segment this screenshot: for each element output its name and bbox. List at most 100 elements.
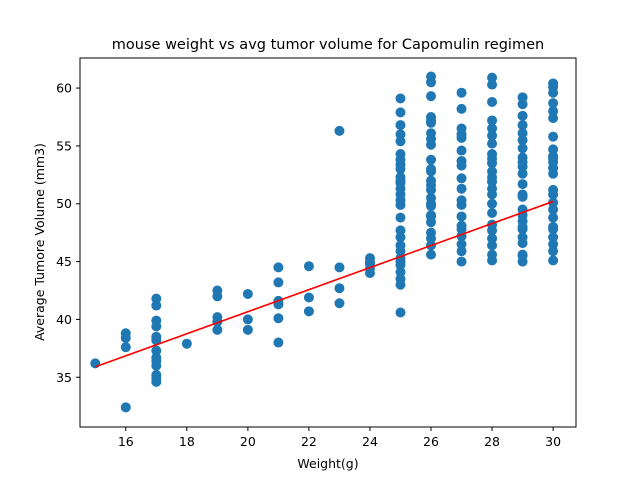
data-point bbox=[303, 306, 314, 317]
data-point bbox=[151, 335, 162, 346]
regression-line bbox=[94, 200, 554, 368]
data-point bbox=[426, 133, 437, 144]
data-point bbox=[487, 130, 498, 141]
data-point bbox=[395, 212, 406, 223]
data-point bbox=[487, 153, 498, 164]
data-point bbox=[426, 154, 437, 165]
data-point bbox=[426, 164, 437, 175]
data-point bbox=[426, 91, 437, 102]
data-point bbox=[242, 324, 253, 335]
data-point bbox=[456, 211, 467, 222]
data-point bbox=[395, 256, 406, 267]
data-point bbox=[151, 300, 162, 311]
data-point bbox=[517, 143, 528, 154]
data-point bbox=[151, 321, 162, 332]
data-point bbox=[426, 211, 437, 222]
data-point bbox=[548, 212, 559, 223]
data-point bbox=[90, 358, 101, 369]
data-point bbox=[151, 293, 162, 304]
data-point bbox=[487, 123, 498, 134]
data-point bbox=[548, 153, 559, 164]
data-point bbox=[517, 168, 528, 179]
data-point bbox=[151, 373, 162, 384]
data-point bbox=[334, 298, 345, 309]
data-point bbox=[487, 115, 498, 126]
data-point bbox=[120, 402, 131, 413]
data-point bbox=[548, 239, 559, 250]
data-point bbox=[120, 332, 131, 343]
data-point bbox=[517, 99, 528, 110]
data-point bbox=[395, 279, 406, 290]
data-point bbox=[242, 288, 253, 299]
data-point bbox=[395, 93, 406, 104]
data-point bbox=[517, 92, 528, 103]
data-point bbox=[487, 138, 498, 149]
data-point bbox=[426, 180, 437, 191]
data-point bbox=[487, 189, 498, 200]
data-point bbox=[456, 173, 467, 184]
y-tick-label: 55 bbox=[56, 138, 72, 153]
data-point bbox=[273, 277, 284, 288]
data-point bbox=[487, 225, 498, 236]
data-point bbox=[548, 106, 559, 117]
data-point bbox=[517, 191, 528, 202]
data-point bbox=[548, 168, 559, 179]
data-point bbox=[487, 96, 498, 107]
data-point bbox=[303, 292, 314, 303]
data-point bbox=[395, 129, 406, 140]
data-point bbox=[303, 261, 314, 272]
data-point bbox=[364, 268, 375, 279]
data-point bbox=[517, 250, 528, 261]
data-point bbox=[395, 159, 406, 170]
data-point bbox=[548, 131, 559, 142]
data-point bbox=[548, 232, 559, 243]
data-point bbox=[456, 183, 467, 194]
y-axis-ticks: 35 40 45 50 55 60 bbox=[56, 81, 80, 385]
y-axis-label: Average Tumore Volume (mm3) bbox=[32, 143, 47, 341]
chart-title: mouse weight vs avg tumor volume for Cap… bbox=[112, 37, 544, 53]
data-point bbox=[151, 345, 162, 356]
data-point bbox=[487, 172, 498, 183]
x-axis-label: Weight(g) bbox=[297, 456, 358, 471]
data-point bbox=[456, 195, 467, 206]
data-point bbox=[426, 198, 437, 209]
data-point bbox=[395, 307, 406, 318]
data-point bbox=[456, 87, 467, 98]
data-point bbox=[426, 77, 437, 88]
data-point bbox=[548, 204, 559, 215]
data-point bbox=[487, 240, 498, 251]
x-axis-ticks: 16 18 20 22 24 26 28 30 bbox=[118, 427, 561, 449]
data-point bbox=[395, 136, 406, 147]
data-point bbox=[548, 221, 559, 232]
data-point bbox=[120, 342, 131, 353]
data-point bbox=[548, 189, 559, 200]
data-point bbox=[426, 115, 437, 126]
data-point bbox=[548, 87, 559, 98]
data-point bbox=[395, 246, 406, 257]
x-tick-label: 28 bbox=[484, 434, 500, 449]
data-point bbox=[395, 267, 406, 277]
data-point bbox=[548, 255, 559, 266]
y-tick-label: 60 bbox=[56, 81, 72, 96]
y-tick-label: 40 bbox=[56, 312, 72, 327]
data-point bbox=[151, 360, 162, 371]
data-point bbox=[456, 103, 467, 114]
data-point bbox=[456, 239, 467, 250]
data-point bbox=[456, 155, 467, 166]
data-point bbox=[487, 72, 498, 83]
x-tick-label: 22 bbox=[301, 434, 317, 449]
data-point bbox=[517, 128, 528, 139]
data-point bbox=[487, 198, 498, 209]
x-tick-label: 24 bbox=[362, 434, 378, 449]
data-point bbox=[395, 199, 406, 210]
data-point bbox=[456, 129, 467, 140]
data-point bbox=[548, 98, 559, 109]
x-tick-label: 26 bbox=[423, 434, 439, 449]
data-point bbox=[517, 135, 528, 146]
data-point bbox=[487, 208, 498, 218]
data-point bbox=[456, 246, 467, 257]
x-tick-label: 30 bbox=[545, 434, 561, 449]
data-point bbox=[426, 233, 437, 244]
